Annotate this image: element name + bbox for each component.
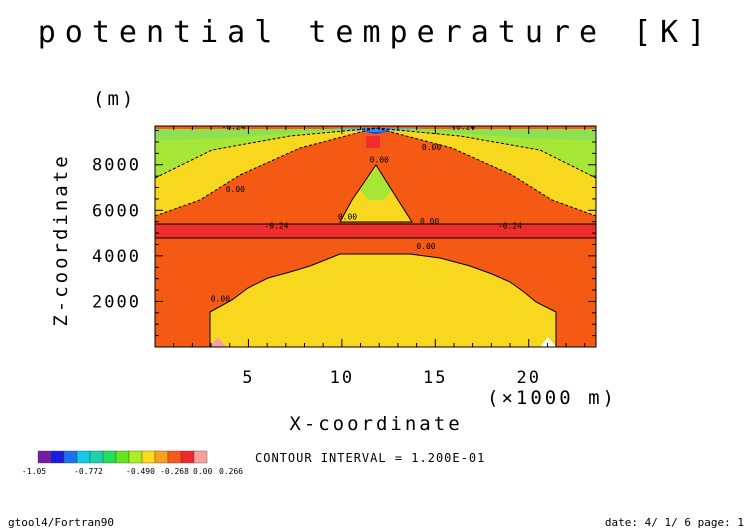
contour-fill-group: -0.24 -0.24 0.00 0.00 0.00 0.00 0.00 -0.24 -0.24… [155, 122, 596, 347]
colorbar-swatch [193, 450, 208, 464]
colorbar-swatch [115, 450, 130, 464]
lower-yellow-dome [210, 254, 556, 347]
y-tick-label: 8000 [92, 156, 141, 176]
x-axis-label: X-coordinate [289, 413, 462, 435]
colorbar-label: 0.266 [219, 467, 243, 476]
colorbar-swatch [50, 450, 65, 464]
colorbar-swatch [89, 450, 104, 464]
contour-label: 0.00 [422, 143, 441, 152]
y-axis-unit: (m) [93, 88, 136, 110]
contour-label: 0.00 [226, 185, 245, 194]
footer-date: date: 4/ 1/ 6 page: 1 [605, 516, 744, 529]
axes: 5 10 15 20 2000 4000 6000 8000 [92, 125, 597, 388]
contour-line [155, 127, 596, 217]
contour-label: -0.24 [498, 222, 522, 231]
colorbar: -1.05 -0.772 -0.490 -0.268 0.00 0.266 [22, 450, 243, 476]
y-tick-label: 2000 [92, 292, 141, 312]
contour-label: 0.00 [420, 217, 439, 226]
colorbar-label: -0.268 [160, 467, 189, 476]
colorbar-swatch [141, 450, 156, 464]
contour-line [209, 253, 557, 313]
top-cyan-spot [330, 128, 422, 132]
contour-label: -0.24 [451, 122, 475, 131]
contour-line [339, 164, 413, 223]
colorbar-swatch [63, 450, 78, 464]
colorbar-swatch [76, 450, 91, 464]
contour-label: 0.00 [211, 294, 230, 303]
contour-interval-note: CONTOUR INTERVAL = 1.200E-01 [255, 451, 485, 465]
upper-left-yellow [155, 128, 376, 216]
colorbar-label: -1.05 [22, 467, 46, 476]
colorbar-swatch [37, 450, 52, 464]
contour-label: 0.00 [370, 155, 389, 164]
colorbar-swatch [102, 450, 117, 464]
top-green-band [155, 129, 596, 140]
colorbar-swatch [154, 450, 169, 464]
x-tick-label: 20 [516, 368, 540, 388]
chart-title: potential temperature [K] [38, 15, 715, 50]
contour-label: 0.00 [338, 212, 357, 221]
contour-label: -0.24 [264, 222, 288, 231]
x-tick-label: 5 [242, 368, 254, 388]
plot-frame [154, 125, 597, 348]
top-red-cell [366, 136, 380, 148]
y-axis-label: Z-coordinate [50, 153, 72, 326]
contour-label: -0.24 [221, 122, 245, 131]
lower-left-corner [210, 337, 226, 347]
lower-right-corner [540, 337, 556, 347]
colorbar-swatch [167, 450, 182, 464]
colorbar-label: -0.490 [126, 467, 155, 476]
plot-area: -0.24 -0.24 0.00 0.00 0.00 0.00 0.00 -0.24 -0.24… [155, 122, 596, 347]
colorbar-label: 0.00 [193, 467, 212, 476]
colorbar-swatch [180, 450, 195, 464]
footer-program: gtool4/Fortran90 [8, 516, 114, 529]
y-tick-label: 6000 [92, 201, 141, 221]
colorbar-label: -0.772 [74, 467, 103, 476]
x-tick-label: 15 [423, 368, 447, 388]
upper-right-yellow [376, 128, 596, 216]
upper-green-region [155, 128, 596, 178]
x-tick-label: 10 [330, 368, 354, 388]
x-axis-unit: (×1000 m) [487, 387, 617, 409]
y-tick-label: 4000 [92, 247, 141, 267]
mid-red-band [155, 224, 596, 238]
contour-label: 0.00 [416, 242, 435, 251]
colorbar-swatch [128, 450, 143, 464]
central-green-core [360, 168, 392, 200]
